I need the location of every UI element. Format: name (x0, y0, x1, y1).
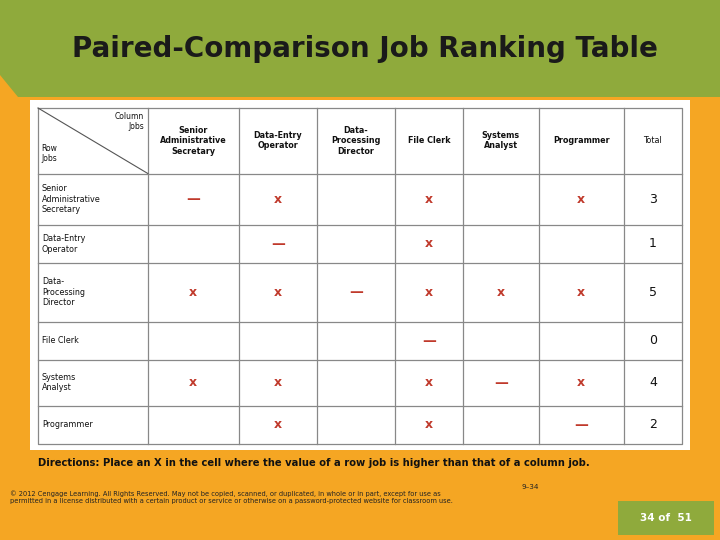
Text: 0: 0 (649, 334, 657, 347)
Text: 2: 2 (649, 418, 657, 431)
Text: 4: 4 (649, 376, 657, 389)
Text: Data-
Processing
Director: Data- Processing Director (42, 278, 85, 307)
Text: © 2012 Cengage Learning. All Rights Reserved. May not be copied, scanned, or dup: © 2012 Cengage Learning. All Rights Rese… (10, 490, 453, 504)
Text: x: x (577, 286, 585, 299)
Text: Data-
Processing
Director: Data- Processing Director (331, 126, 381, 156)
Bar (30, 100, 690, 450)
Text: Row
Jobs: Row Jobs (41, 144, 57, 164)
Bar (618, 501, 714, 535)
Text: —: — (575, 418, 588, 432)
Text: x: x (577, 193, 585, 206)
Text: —: — (186, 192, 200, 206)
Text: —: — (494, 376, 508, 390)
Text: x: x (274, 376, 282, 389)
Text: x: x (274, 418, 282, 431)
Text: 3: 3 (649, 193, 657, 206)
Text: x: x (497, 286, 505, 299)
Text: x: x (189, 376, 197, 389)
Text: x: x (577, 376, 585, 389)
Text: x: x (425, 418, 433, 431)
Text: x: x (425, 376, 433, 389)
Text: x: x (425, 286, 433, 299)
Text: x: x (189, 286, 197, 299)
Text: Senior
Administrative
Secretary: Senior Administrative Secretary (160, 126, 227, 156)
Text: Paired-Comparison Job Ranking Table: Paired-Comparison Job Ranking Table (72, 35, 658, 63)
Text: File Clerk: File Clerk (42, 336, 79, 345)
Text: 34 of  51: 34 of 51 (640, 513, 692, 523)
Text: —: — (349, 285, 363, 299)
Polygon shape (0, 0, 720, 97)
Text: x: x (274, 193, 282, 206)
Text: Programmer: Programmer (553, 136, 610, 145)
Text: —: — (422, 334, 436, 348)
Text: Data-Entry
Operator: Data-Entry Operator (253, 131, 302, 151)
Text: x: x (425, 238, 433, 251)
Text: Systems
Analyst: Systems Analyst (42, 373, 76, 393)
Text: Programmer: Programmer (42, 420, 93, 429)
Text: Data-Entry
Operator: Data-Entry Operator (42, 234, 86, 254)
Text: 9–34: 9–34 (521, 484, 539, 490)
Text: Directions: Place an X in the cell where the value of a row job is higher than t: Directions: Place an X in the cell where… (38, 458, 590, 468)
Text: x: x (274, 286, 282, 299)
Text: 1: 1 (649, 238, 657, 251)
Text: Column
Jobs: Column Jobs (114, 112, 144, 131)
Text: x: x (425, 193, 433, 206)
Text: Senior
Administrative
Secretary: Senior Administrative Secretary (42, 184, 101, 214)
Text: —: — (271, 237, 284, 251)
Text: 5: 5 (649, 286, 657, 299)
Text: Total: Total (644, 136, 662, 145)
Text: Systems
Analyst: Systems Analyst (482, 131, 520, 151)
Text: File Clerk: File Clerk (408, 136, 450, 145)
